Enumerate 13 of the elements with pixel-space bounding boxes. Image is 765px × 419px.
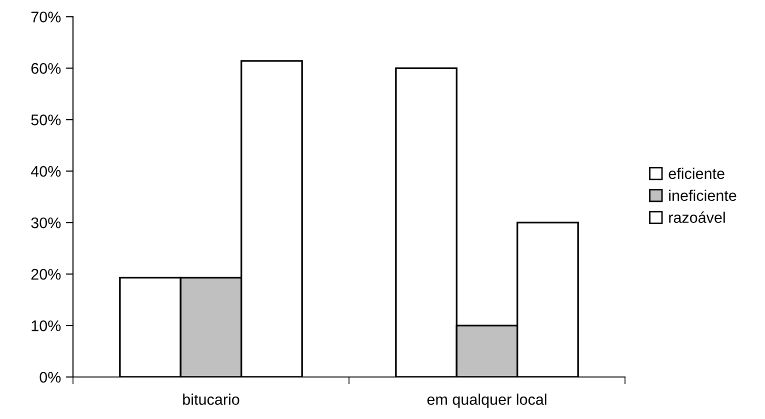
y-tick-label: 0% <box>40 372 61 383</box>
y-tick-label: 70% <box>31 12 61 22</box>
legend-label: razoável <box>669 212 725 223</box>
x-tick-label: bitucario <box>183 394 240 405</box>
y-tick-label: 40% <box>30 166 61 177</box>
y-tick-label: 10% <box>32 320 61 332</box>
legend-label: ineficiente <box>669 190 736 201</box>
x-tick-label: em qualquer local <box>427 394 546 408</box>
y-tick-label: 30% <box>31 217 61 228</box>
y-tick-label: 50% <box>31 114 61 126</box>
y-tick-label: 60% <box>31 63 61 74</box>
legend-label: eficiente <box>668 168 724 180</box>
y-tick-label: 20% <box>31 268 61 280</box>
